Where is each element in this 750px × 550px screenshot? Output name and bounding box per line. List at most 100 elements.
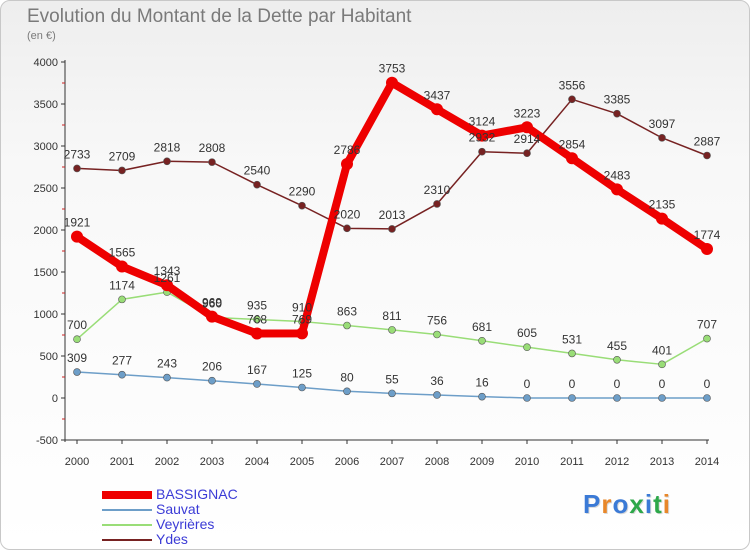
y-tick-label: 500 <box>40 351 58 363</box>
data-point <box>478 392 486 401</box>
data-label: 2887 <box>694 134 721 148</box>
data-point <box>116 260 128 273</box>
data-point <box>73 368 81 376</box>
data-point <box>568 95 576 104</box>
data-label: 80 <box>340 370 354 384</box>
x-tick-label: 2011 <box>560 456 584 468</box>
data-point <box>71 230 83 243</box>
data-label: 2709 <box>109 149 136 163</box>
x-tick-label: 2008 <box>425 456 449 468</box>
proxiti-logo: Proxiti <box>583 489 671 519</box>
x-tick-label: 2000 <box>65 456 89 468</box>
data-label: 1261 <box>154 271 181 285</box>
data-point <box>613 355 621 364</box>
data-point <box>703 334 711 343</box>
data-point <box>296 327 308 340</box>
data-point <box>118 295 126 304</box>
data-label: 16 <box>475 376 489 390</box>
data-point <box>298 383 306 392</box>
data-label: 1774 <box>694 228 721 242</box>
data-point <box>478 336 486 345</box>
x-tick-label: 2004 <box>245 456 269 468</box>
data-point <box>658 394 666 402</box>
data-label: 2540 <box>244 164 271 178</box>
data-label: 1565 <box>109 246 136 260</box>
data-label: 2914 <box>514 132 541 146</box>
data-label: 55 <box>385 372 399 386</box>
data-label: 277 <box>112 354 132 368</box>
legend-label: Ydes <box>156 531 188 547</box>
x-tick-label: 2012 <box>605 456 629 468</box>
data-point <box>433 330 441 339</box>
data-point <box>386 76 398 89</box>
legend-label: BASSIGNAC <box>156 486 238 502</box>
x-tick-label: 2005 <box>290 456 314 468</box>
data-point <box>611 183 623 196</box>
data-point <box>523 394 531 402</box>
data-point <box>703 394 711 402</box>
data-label: 3385 <box>604 93 631 107</box>
data-point <box>476 129 488 142</box>
y-tick-label: 3000 <box>34 141 58 153</box>
data-label: 2808 <box>199 141 226 155</box>
data-label: 2310 <box>424 183 451 197</box>
data-label: 0 <box>569 377 576 391</box>
data-label: 910 <box>292 301 312 315</box>
data-point <box>566 152 578 165</box>
data-point <box>341 157 353 170</box>
data-point <box>208 376 216 385</box>
x-tick-label: 2014 <box>695 456 719 468</box>
y-tick-label: 1500 <box>34 267 58 279</box>
x-tick-label: 2010 <box>515 456 539 468</box>
data-point <box>568 349 576 358</box>
data-point <box>523 343 531 351</box>
data-label: 605 <box>517 326 537 340</box>
data-label: 3223 <box>514 106 541 120</box>
data-point <box>343 224 351 233</box>
data-point <box>343 321 351 330</box>
data-label: 455 <box>607 339 627 353</box>
data-point <box>298 201 306 210</box>
legend-swatch <box>102 539 152 541</box>
data-point <box>658 360 666 369</box>
legend-swatch <box>102 524 152 526</box>
data-label: 3437 <box>424 88 451 102</box>
data-label: 811 <box>382 309 401 323</box>
data-label: 2020 <box>334 207 361 221</box>
data-label: 863 <box>337 305 357 319</box>
data-point <box>613 394 621 402</box>
data-point <box>388 225 396 233</box>
data-point <box>433 200 441 208</box>
data-label: 2013 <box>379 208 406 222</box>
data-point <box>521 121 533 134</box>
data-label: 769 <box>292 312 312 326</box>
data-label: 0 <box>524 377 531 391</box>
data-point <box>253 315 261 324</box>
data-point <box>613 109 621 118</box>
data-label: 2932 <box>469 131 496 145</box>
y-tick-label: 0 <box>52 393 58 405</box>
data-label: 3097 <box>649 117 676 131</box>
y-tick-label: 2500 <box>34 183 58 195</box>
data-label: 206 <box>202 360 222 374</box>
data-label: 2135 <box>649 198 676 212</box>
x-tick-label: 2009 <box>470 456 494 468</box>
y-tick-label: 3500 <box>34 99 58 111</box>
data-label: 0 <box>614 377 621 391</box>
chart-subtitle: (en €) <box>27 30 56 42</box>
data-point <box>388 389 396 398</box>
data-point <box>343 387 351 396</box>
data-point <box>253 180 261 189</box>
data-label: 756 <box>427 313 447 327</box>
data-label: 1343 <box>154 264 181 278</box>
x-tick-label: 2002 <box>155 456 179 468</box>
data-point <box>478 147 486 156</box>
data-label: 243 <box>157 357 177 371</box>
data-label: 2733 <box>64 147 91 161</box>
data-label: 531 <box>562 332 582 346</box>
data-label: 0 <box>659 377 666 391</box>
data-point <box>656 212 668 225</box>
data-point <box>523 149 531 158</box>
data-label: 2786 <box>334 143 361 157</box>
